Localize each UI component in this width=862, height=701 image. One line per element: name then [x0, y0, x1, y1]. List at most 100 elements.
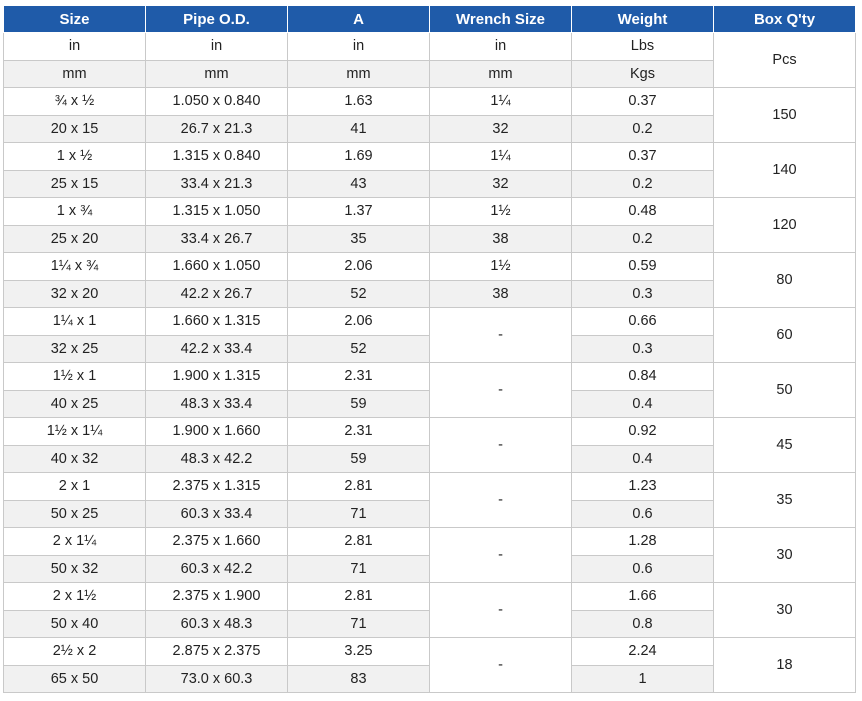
weight-cell: 0.4	[571, 389, 714, 418]
table-row: 1¼ x ¾ 1.660 x 1.050 2.06 1½ 0.59 80	[3, 252, 856, 308]
wrench-cell: 38	[429, 279, 572, 308]
box-qty-cell: 60	[713, 307, 856, 363]
pipe-od-cell: 2.875 x 2.375	[145, 637, 288, 666]
table-row: 20 x 15 26.7 x 21.3 41 32 0.2	[3, 114, 856, 143]
weight-cell: 1.66	[571, 582, 714, 611]
size-cell: 50 x 25	[3, 499, 146, 528]
a-cell: 71	[287, 499, 430, 528]
unit-cell: in	[287, 32, 430, 61]
table-row: 25 x 15 33.4 x 21.3 43 32 0.2	[3, 169, 856, 198]
weight-cell: 0.84	[571, 362, 714, 391]
size-cell: 65 x 50	[3, 664, 146, 693]
unit-cell: mm	[145, 59, 288, 88]
box-qty-cell: 30	[713, 582, 856, 638]
weight-cell: 0.37	[571, 142, 714, 171]
pipe-od-cell: 48.3 x 42.2	[145, 444, 288, 473]
table-row: 50 x 40 60.3 x 48.3 71 0.8	[3, 609, 856, 638]
wrench-cell: -	[429, 582, 572, 638]
table-row: 2½ x 2 2.875 x 2.375 3.25 - 2.24 18	[3, 637, 856, 693]
table-row: 1½ x 1¼ 1.900 x 1.660 2.31 - 0.92 45	[3, 417, 856, 473]
a-cell: 71	[287, 554, 430, 583]
pipe-od-cell: 33.4 x 21.3	[145, 169, 288, 198]
size-cell: 25 x 15	[3, 169, 146, 198]
units-row-mm: mm mm mm mm Kgs	[3, 59, 856, 88]
a-cell: 2.81	[287, 472, 430, 501]
pipe-od-cell: 2.375 x 1.315	[145, 472, 288, 501]
weight-cell: 0.3	[571, 279, 714, 308]
size-cell: 25 x 20	[3, 224, 146, 253]
size-cell: 32 x 20	[3, 279, 146, 308]
weight-cell: 0.6	[571, 499, 714, 528]
size-cell: 1¼ x 1	[3, 307, 146, 336]
table-body: in in in in Lbs Pcs mm mm mm mm Kgs ¾ x …	[3, 32, 856, 693]
a-cell: 71	[287, 609, 430, 638]
box-qty-cell: 50	[713, 362, 856, 418]
pipe-od-cell: 1.660 x 1.050	[145, 252, 288, 281]
table-row: 65 x 50 73.0 x 60.3 83 1	[3, 664, 856, 693]
spec-table-container: Size Pipe O.D. A Wrench Size Weight Box …	[3, 5, 856, 693]
box-qty-cell: 45	[713, 417, 856, 473]
pipe-od-cell: 42.2 x 26.7	[145, 279, 288, 308]
size-cell: 40 x 32	[3, 444, 146, 473]
weight-cell: 0.4	[571, 444, 714, 473]
size-cell: 1½ x 1	[3, 362, 146, 391]
a-cell: 41	[287, 114, 430, 143]
units-row-inch: in in in in Lbs Pcs	[3, 32, 856, 88]
table-row: 1 x ¾ 1.315 x 1.050 1.37 1½ 0.48 120	[3, 197, 856, 253]
weight-cell: 0.3	[571, 334, 714, 363]
table-row: 2 x 1 2.375 x 1.315 2.81 - 1.23 35	[3, 472, 856, 528]
a-cell: 35	[287, 224, 430, 253]
size-cell: 2 x 1¼	[3, 527, 146, 556]
table-row: 25 x 20 33.4 x 26.7 35 38 0.2	[3, 224, 856, 253]
wrench-cell: 1½	[429, 197, 572, 226]
pipe-od-cell: 73.0 x 60.3	[145, 664, 288, 693]
box-qty-cell: 150	[713, 87, 856, 143]
a-cell: 1.63	[287, 87, 430, 116]
a-cell: 2.81	[287, 582, 430, 611]
weight-cell: 1.28	[571, 527, 714, 556]
a-cell: 1.37	[287, 197, 430, 226]
unit-cell: mm	[3, 59, 146, 88]
table-row: ¾ x ½ 1.050 x 0.840 1.63 1¼ 0.37 150	[3, 87, 856, 143]
table-row: 32 x 25 42.2 x 33.4 52 0.3	[3, 334, 856, 363]
table-row: 1½ x 1 1.900 x 1.315 2.31 - 0.84 50	[3, 362, 856, 418]
wrench-cell: 1¼	[429, 142, 572, 171]
weight-cell: 2.24	[571, 637, 714, 666]
size-cell: 20 x 15	[3, 114, 146, 143]
a-cell: 2.31	[287, 362, 430, 391]
weight-cell: 0.2	[571, 224, 714, 253]
table-row: 1¼ x 1 1.660 x 1.315 2.06 - 0.66 60	[3, 307, 856, 363]
header-pipe-od: Pipe O.D.	[145, 5, 288, 33]
box-qty-cell: 140	[713, 142, 856, 198]
pipe-od-cell: 42.2 x 33.4	[145, 334, 288, 363]
pipe-od-cell: 1.050 x 0.840	[145, 87, 288, 116]
header-a: A	[287, 5, 430, 33]
size-cell: 2 x 1	[3, 472, 146, 501]
box-qty-cell: 18	[713, 637, 856, 693]
unit-cell: in	[3, 32, 146, 61]
table-row: 2 x 1½ 2.375 x 1.900 2.81 - 1.66 30	[3, 582, 856, 638]
weight-cell: 1	[571, 664, 714, 693]
header-size: Size	[3, 5, 146, 33]
size-cell: 2 x 1½	[3, 582, 146, 611]
box-qty-cell: 35	[713, 472, 856, 528]
weight-cell: 0.59	[571, 252, 714, 281]
table-row: 50 x 25 60.3 x 33.4 71 0.6	[3, 499, 856, 528]
size-cell: 50 x 40	[3, 609, 146, 638]
size-cell: ¾ x ½	[3, 87, 146, 116]
pipe-od-cell: 2.375 x 1.900	[145, 582, 288, 611]
wrench-cell: -	[429, 417, 572, 473]
a-cell: 2.31	[287, 417, 430, 446]
wrench-cell: 1½	[429, 252, 572, 281]
pipe-od-cell: 2.375 x 1.660	[145, 527, 288, 556]
a-cell: 52	[287, 334, 430, 363]
a-cell: 2.06	[287, 307, 430, 336]
weight-cell: 0.37	[571, 87, 714, 116]
unit-cell: in	[429, 32, 572, 61]
box-qty-cell: 30	[713, 527, 856, 583]
pipe-od-cell: 1.900 x 1.660	[145, 417, 288, 446]
pipe-od-cell: 1.315 x 1.050	[145, 197, 288, 226]
size-cell: 50 x 32	[3, 554, 146, 583]
a-cell: 59	[287, 389, 430, 418]
header-row: Size Pipe O.D. A Wrench Size Weight Box …	[3, 5, 856, 33]
